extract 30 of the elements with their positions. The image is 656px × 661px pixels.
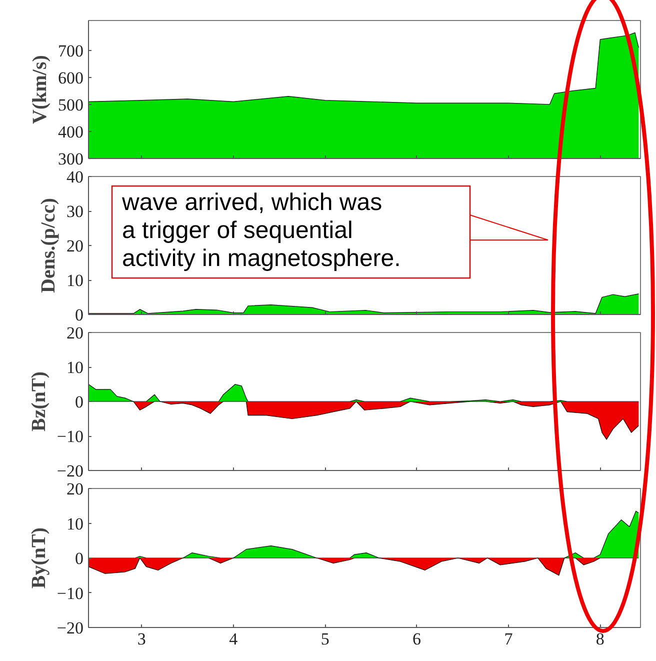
y-tick-label: 400 <box>58 122 84 142</box>
y-tick-label: 10 <box>66 271 84 290</box>
y-tick-label: 20 <box>66 480 84 498</box>
y-tick-label: 300 <box>58 150 84 168</box>
y-tick-label: −10 <box>56 584 84 603</box>
y-tick-label: 20 <box>66 324 84 342</box>
y-tick-label: −20 <box>56 462 84 480</box>
y-axis-title: Bz(nT) <box>28 372 50 432</box>
x-tick-label: 4 <box>229 630 238 648</box>
y-axis-title: Dens.(p/cc) <box>38 198 60 293</box>
y-tick-label: 20 <box>66 236 84 256</box>
y-tick-label: 0 <box>75 392 84 412</box>
y-tick-label: 10 <box>66 514 84 534</box>
y-tick-label: 0 <box>75 306 84 324</box>
y-tick-label: 700 <box>58 41 84 60</box>
y-tick-label: 0 <box>75 549 84 568</box>
y-axis-title: V(km/s) <box>29 55 51 124</box>
y-tick-label: 40 <box>66 168 84 186</box>
y-tick-label: 600 <box>58 68 84 88</box>
y-axis-title: By(nT) <box>28 527 50 589</box>
x-tick-label: 3 <box>137 630 146 648</box>
x-tick-label: 6 <box>412 630 422 648</box>
x-tick-label: 5 <box>320 630 330 648</box>
y-tick-label: −10 <box>56 427 84 446</box>
x-tick-label: 8 <box>596 630 604 648</box>
x-tick-label: 7 <box>504 630 514 648</box>
y-tick-label: −20 <box>56 618 84 638</box>
y-tick-label: 30 <box>66 202 84 221</box>
y-tick-label: 500 <box>58 95 84 114</box>
y-tick-label: 10 <box>66 358 84 377</box>
